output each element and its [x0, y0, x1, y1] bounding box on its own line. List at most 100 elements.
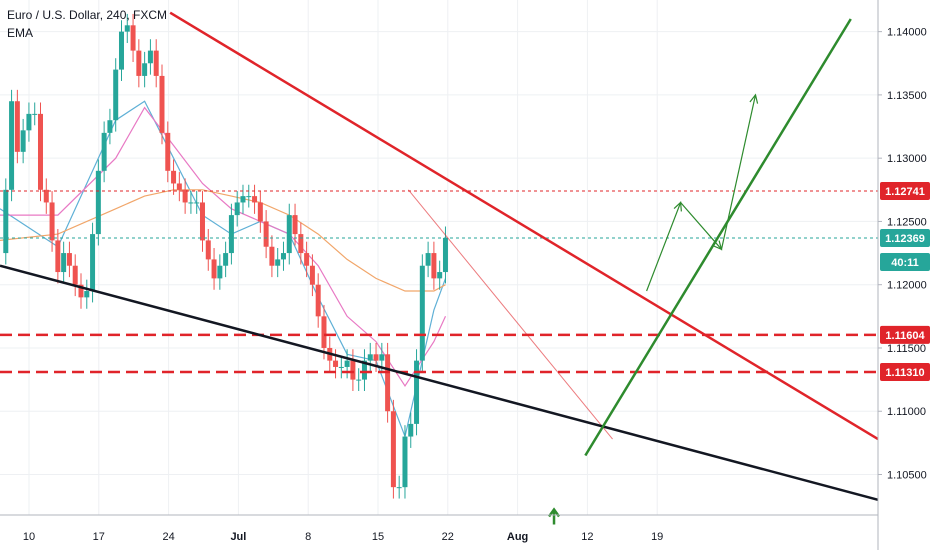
candle-body — [367, 354, 373, 361]
candle-body — [217, 265, 223, 279]
candle-body — [321, 316, 327, 348]
candle-body — [101, 132, 107, 171]
candle-body — [124, 25, 130, 32]
y-tick-label: 1.13500 — [887, 90, 927, 102]
candle-body — [286, 215, 292, 254]
candle-body — [246, 196, 252, 198]
candle-body — [408, 423, 414, 437]
chart-legend: Euro / U.S. Dollar, 240, FXCM EMA — [7, 6, 167, 42]
x-tick-label: Jul — [230, 531, 246, 543]
x-tick-label: 15 — [372, 531, 384, 543]
horizontal-levels — [0, 190, 878, 374]
candle-body — [49, 202, 55, 241]
candle-body — [107, 120, 113, 133]
y-tick-label: 1.11000 — [887, 406, 926, 418]
trend-line — [584, 18, 852, 457]
projection-arrowhead — [673, 201, 682, 212]
candle-body — [385, 354, 391, 412]
candle-body — [147, 50, 153, 64]
price-axis: 1.14000 1.13500 1.13000 1.12500 1.12000 1.115… — [877, 0, 927, 550]
candle-body — [298, 234, 304, 254]
candle-body — [9, 101, 15, 190]
candle-body — [333, 360, 339, 367]
candle-body — [338, 366, 344, 368]
price-tag-label: 40:11 — [891, 257, 919, 269]
candle-body — [361, 360, 367, 380]
candle-body — [211, 259, 217, 279]
candle-body — [315, 284, 321, 317]
ema-line — [0, 100, 447, 439]
candle-body — [309, 265, 315, 285]
price-tag-label: 1.11310 — [885, 367, 924, 379]
price-tag — [880, 325, 930, 344]
candle-body — [223, 253, 229, 266]
candle-body — [240, 196, 246, 203]
x-tick-label: 17 — [93, 531, 105, 543]
candle-body — [3, 189, 9, 254]
candle-body — [20, 130, 26, 152]
up-arrow-icon — [548, 507, 561, 525]
price-tag-label: 1.12369 — [885, 233, 925, 245]
candle-body — [113, 69, 119, 121]
chart-grid — [0, 0, 878, 515]
candle-body — [32, 113, 38, 115]
candle-body — [194, 202, 200, 204]
candle-body — [437, 272, 443, 279]
x-tick-label: 19 — [651, 531, 663, 543]
candle-body — [142, 63, 148, 76]
price-tag — [880, 181, 930, 200]
indicator-label[interactable]: EMA — [7, 26, 34, 40]
candle-body — [37, 113, 43, 190]
candle-body — [159, 75, 165, 133]
x-tick-label: 10 — [23, 531, 35, 543]
candle-body — [228, 215, 234, 254]
candle-body — [95, 170, 101, 235]
y-tick-label: 1.13000 — [887, 153, 927, 165]
trend-line — [169, 11, 879, 441]
candle-body — [165, 132, 171, 171]
candle-body — [176, 183, 182, 190]
ema-lines — [0, 100, 447, 439]
candle-body — [234, 202, 240, 216]
candle-body — [269, 246, 275, 266]
projection-arrowhead — [712, 240, 723, 251]
candle-body — [379, 354, 385, 361]
x-tick-label: 8 — [305, 531, 311, 543]
y-tick-label: 1.14000 — [887, 27, 927, 39]
candle-body — [350, 360, 356, 380]
candle-body — [188, 202, 194, 204]
candle-body — [431, 253, 437, 279]
ema-line — [0, 106, 447, 387]
candle-body — [118, 31, 124, 70]
candle-body — [356, 379, 362, 381]
candle-body — [275, 259, 281, 266]
candle-body — [425, 253, 431, 266]
candle-body — [43, 189, 49, 203]
trend-line — [0, 264, 879, 502]
candle-body — [414, 360, 420, 424]
y-tick-label: 1.10500 — [887, 470, 927, 482]
y-tick-label: 1.12000 — [887, 280, 927, 292]
candle-body — [252, 196, 258, 203]
candle-body — [292, 215, 298, 235]
candle-body — [14, 101, 20, 152]
price-tags: 1.12741 1.12369 40:11 1.11604 1.11310 — [880, 181, 930, 382]
price-tag-label: 1.11604 — [885, 330, 925, 342]
candle-body — [90, 234, 96, 292]
candle-body — [55, 240, 61, 273]
candle-body — [257, 202, 263, 222]
x-tick-label: 12 — [581, 531, 593, 543]
price-tag — [880, 229, 930, 248]
price-tag-label: 1.12741 — [885, 186, 925, 198]
y-tick-label: 1.12500 — [887, 216, 927, 228]
candle-body — [402, 436, 408, 488]
candle-body — [72, 265, 78, 285]
x-tick-label: Aug — [507, 531, 528, 543]
candle-body — [66, 253, 72, 266]
candle-body — [84, 291, 90, 298]
x-tick-label: 24 — [162, 531, 174, 543]
candle-body — [136, 50, 142, 76]
symbol-title[interactable]: Euro / U.S. Dollar, 240, FXCM — [7, 8, 168, 22]
candle-body — [182, 189, 188, 203]
